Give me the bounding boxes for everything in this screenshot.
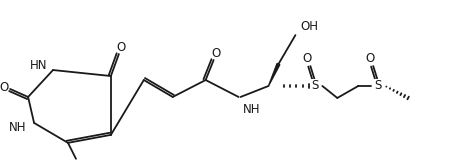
Text: O: O — [365, 52, 374, 65]
Text: NH: NH — [242, 103, 259, 116]
Text: O: O — [211, 47, 220, 60]
Text: O: O — [302, 52, 311, 65]
Text: O: O — [116, 41, 125, 54]
Text: S: S — [311, 79, 319, 93]
Text: O: O — [0, 81, 9, 94]
Text: OH: OH — [300, 20, 318, 33]
Text: HN: HN — [30, 58, 47, 72]
Polygon shape — [268, 64, 279, 86]
Text: S: S — [374, 79, 381, 93]
Text: NH: NH — [9, 121, 26, 134]
